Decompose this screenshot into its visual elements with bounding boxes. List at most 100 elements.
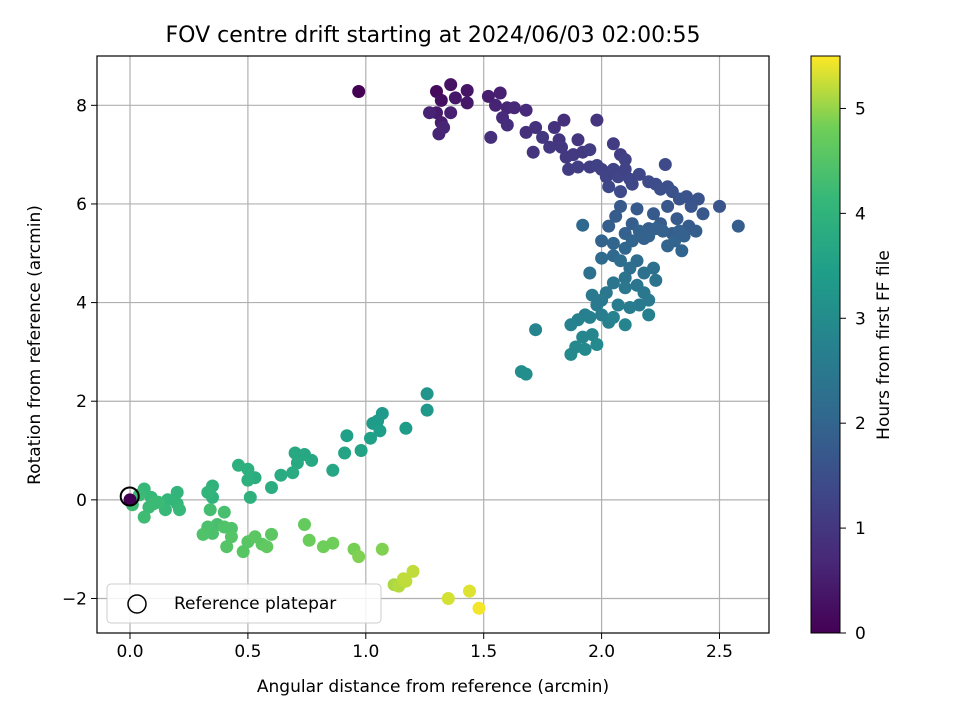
scatter-point	[623, 301, 637, 314]
y-tick-label: 0	[76, 491, 87, 511]
scatter-point	[338, 446, 352, 460]
scatter-point	[672, 224, 686, 238]
colorbar-ticks: 0 1 2 3 4 5	[840, 99, 866, 644]
scatter-point	[260, 540, 274, 554]
colorbar: 0 1 2 3 4 5 Hours from first FF file	[810, 55, 894, 644]
scatter-point	[151, 495, 165, 509]
scatter-point	[352, 550, 366, 564]
scatter-point	[569, 340, 583, 354]
reference-point-marker	[119, 486, 140, 507]
scatter-point	[170, 485, 184, 499]
scatter-point	[220, 540, 234, 554]
scatter-point	[201, 485, 215, 499]
scatter-point	[463, 584, 476, 598]
scatter-point	[583, 143, 597, 157]
scatter-point	[632, 167, 646, 181]
first-point	[123, 493, 137, 507]
legend: Reference platepar	[106, 583, 382, 624]
scatter-point	[137, 510, 151, 524]
scatter-point	[668, 234, 682, 248]
scatter-point	[460, 84, 474, 97]
scatter-point	[658, 158, 672, 171]
x-axis-ticks: 0.0 0.5 1.0 1.5 2.0 2.5	[116, 633, 733, 662]
scatter-point	[243, 490, 257, 504]
x-tick-label: 2.5	[706, 642, 733, 662]
scatter-point	[731, 219, 745, 233]
scatter-point	[526, 145, 540, 159]
scatter-point	[399, 421, 413, 435]
scatter-point	[224, 530, 238, 544]
scatter-point	[298, 518, 311, 531]
scatter-point	[656, 224, 670, 238]
scatter-point	[173, 503, 186, 517]
scatter-point	[618, 281, 632, 295]
scatter-point	[203, 503, 217, 517]
scatter-point	[364, 431, 377, 445]
scatter-point	[630, 254, 644, 268]
scatter-point	[274, 468, 288, 482]
scatter-point	[460, 96, 474, 110]
scatter-point	[630, 202, 644, 216]
scatter-point	[489, 98, 502, 112]
scatter-point	[423, 106, 436, 120]
scatter-point	[675, 244, 689, 258]
scatter-point	[585, 288, 599, 302]
scatter-point	[484, 130, 498, 144]
scatter-point	[576, 218, 590, 232]
scatter-point	[590, 298, 604, 312]
legend-marker	[127, 594, 147, 614]
scatter-point	[557, 113, 571, 127]
y-axis-label: Rotation from reference (arcmin)	[25, 205, 45, 485]
scatter-point	[661, 199, 675, 213]
scatter-point	[649, 273, 663, 287]
scatter-point	[448, 91, 462, 105]
scatter-point	[444, 106, 458, 120]
scatter-point	[290, 456, 304, 470]
grid-lines	[97, 56, 769, 633]
colorbar-label: Hours from first FF file	[874, 250, 894, 440]
scatter-point	[529, 121, 543, 134]
scatter-point	[236, 545, 250, 559]
scatter-point	[500, 118, 514, 132]
scatter-point	[590, 113, 604, 127]
scatter-point	[286, 466, 300, 480]
scatter-point	[609, 209, 623, 223]
scatter-point	[564, 318, 578, 332]
scatter-point	[696, 207, 710, 221]
scatter-point	[642, 308, 656, 322]
scatter-point	[326, 536, 340, 550]
scatter-point	[647, 207, 660, 221]
scatter-point	[670, 212, 684, 226]
scatter-point	[571, 133, 585, 147]
chart-title: FOV centre drift starting at 2024/06/03 …	[166, 23, 701, 48]
scatter-point	[547, 121, 561, 134]
x-tick-label: 0.5	[234, 642, 261, 662]
scatter-point	[606, 276, 620, 290]
y-tick-label: 2	[76, 392, 87, 412]
scatter-point	[606, 137, 620, 151]
colorbar-tick-label: 0	[855, 624, 866, 644]
scatter-point	[196, 527, 210, 541]
scatter-point	[680, 190, 693, 204]
scatter-point	[602, 219, 616, 233]
scatter-point	[618, 153, 632, 167]
colorbar-gradient	[810, 55, 841, 634]
scatter-point	[691, 192, 705, 206]
colorbar-tick-label: 1	[855, 519, 866, 539]
scatter-point	[625, 234, 639, 248]
scatter-point	[611, 298, 625, 312]
scatter-point	[265, 481, 278, 494]
scatter-point	[614, 185, 627, 199]
scatter-point	[625, 177, 639, 191]
scatter-point	[583, 310, 597, 324]
scatter-point	[444, 78, 458, 92]
scatter-point	[595, 234, 609, 248]
legend-box	[106, 583, 382, 624]
y-tick-label: 4	[76, 294, 87, 314]
colorbar-tick-label: 2	[855, 414, 866, 434]
scatter-point	[288, 446, 302, 460]
scatter-point	[340, 429, 354, 443]
colorbar-tick-label: 3	[855, 309, 866, 329]
scatter-point	[519, 103, 533, 117]
